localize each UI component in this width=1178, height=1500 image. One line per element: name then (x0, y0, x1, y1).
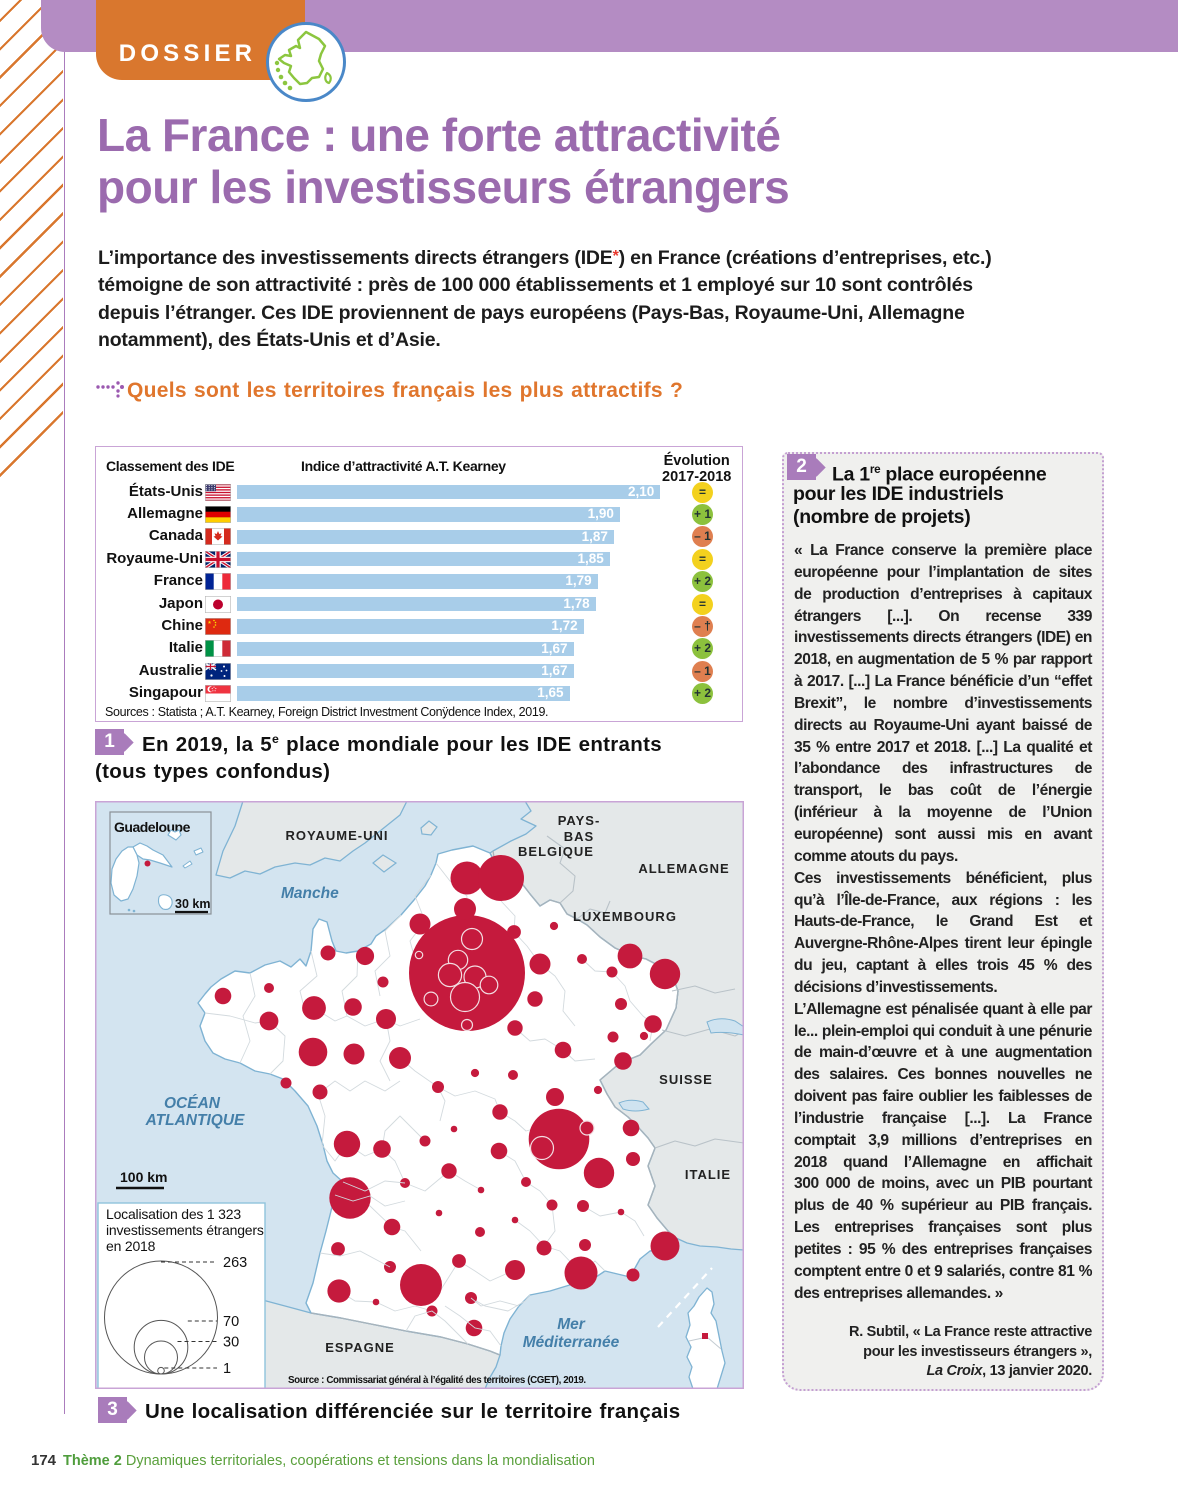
svg-text:BAS: BAS (564, 829, 594, 844)
svg-text:Méditerranée: Méditerranée (523, 1334, 620, 1351)
svg-text:PAYS-: PAYS- (558, 813, 601, 828)
svg-text:30: 30 (223, 1335, 239, 1351)
svg-text:LUXEMBOURG: LUXEMBOURG (573, 909, 677, 924)
svg-text:OCÉAN: OCÉAN (164, 1095, 221, 1112)
svg-text:Mer: Mer (557, 1316, 586, 1333)
svg-text:investissements étrangers: investissements étrangers (106, 1222, 264, 1238)
svg-text:ITALIE: ITALIE (685, 1167, 731, 1182)
svg-text:SUISSE: SUISSE (659, 1072, 713, 1087)
svg-text:1: 1 (223, 1361, 231, 1377)
svg-text:70: 70 (223, 1314, 239, 1330)
svg-text:100 km: 100 km (120, 1169, 167, 1185)
svg-text:263: 263 (223, 1255, 247, 1271)
svg-text:en 2018: en 2018 (106, 1238, 156, 1254)
svg-text:ATLANTIQUE: ATLANTIQUE (145, 1112, 245, 1129)
svg-text:BELGIQUE: BELGIQUE (518, 844, 594, 859)
svg-text:ROYAUME-UNI: ROYAUME-UNI (286, 828, 389, 843)
svg-text:ESPAGNE: ESPAGNE (325, 1340, 395, 1355)
svg-text:Source : Commissariat général: Source : Commissariat général à l’égalit… (288, 1375, 586, 1386)
svg-text:30 km: 30 km (175, 897, 210, 911)
svg-text:Localisation des 1 323: Localisation des 1 323 (106, 1206, 241, 1222)
svg-text:ALLEMAGNE: ALLEMAGNE (638, 861, 729, 876)
svg-text:Manche: Manche (281, 885, 339, 902)
